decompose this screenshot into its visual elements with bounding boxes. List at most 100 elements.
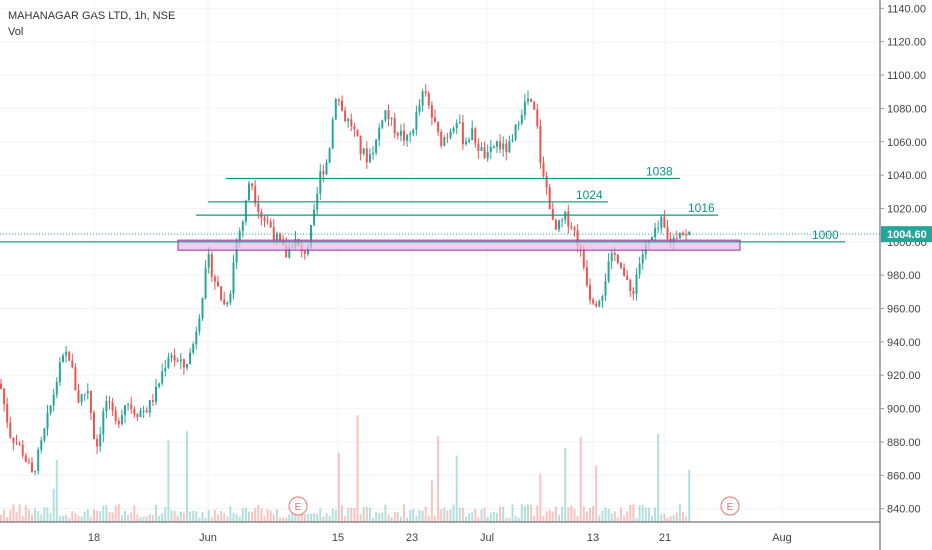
candle-body xyxy=(272,227,275,240)
volume-bar xyxy=(365,506,368,522)
volume-bar xyxy=(378,513,381,522)
candle-body xyxy=(111,402,114,411)
x-axis-ticks[interactable]: 18 Jun 15 23 Jul 13 21 Aug xyxy=(88,532,792,544)
candle-body xyxy=(458,122,461,124)
chart-title: MAHANAGAR GAS LTD, 1h, NSE xyxy=(8,10,176,22)
candle-body xyxy=(322,171,325,175)
volume-bar xyxy=(186,431,188,522)
volume-bar xyxy=(589,508,591,522)
volume-bar xyxy=(266,509,269,522)
volume-bar xyxy=(155,504,157,522)
volume-bar xyxy=(651,516,653,522)
candle-body xyxy=(139,410,142,418)
volume-bar xyxy=(483,507,486,522)
volume-bar xyxy=(554,506,557,522)
candle-body xyxy=(62,355,64,363)
volume-bar xyxy=(313,513,316,522)
candle-body xyxy=(12,437,15,443)
volume-bar xyxy=(254,508,257,522)
candle-body xyxy=(257,203,260,213)
volume-bar xyxy=(434,516,436,522)
volume-bar xyxy=(117,504,120,522)
volume-bar xyxy=(530,504,533,522)
volume-bar xyxy=(551,511,554,522)
volume-bar xyxy=(223,513,226,522)
volume-bar xyxy=(328,515,331,522)
candle-body xyxy=(96,439,99,447)
volume-bar xyxy=(486,517,489,522)
x-tick-label: 21 xyxy=(659,532,671,544)
volume-bar xyxy=(334,509,337,522)
volume-bar xyxy=(446,510,449,522)
candle-body xyxy=(350,119,353,127)
candle-body xyxy=(74,367,77,391)
volume-bar xyxy=(58,516,61,522)
volume-bar xyxy=(282,517,285,522)
candle-body xyxy=(124,405,126,416)
volume-bar xyxy=(545,511,548,522)
candle-body xyxy=(443,137,446,146)
volume-bar xyxy=(46,507,49,522)
candle-body xyxy=(6,404,9,423)
volume-bar xyxy=(564,448,567,522)
earnings-marker xyxy=(288,496,308,516)
volume-bar xyxy=(452,504,455,522)
volume-bar xyxy=(93,509,95,522)
volume-bar xyxy=(272,514,275,522)
candle-body xyxy=(362,148,365,154)
volume-bar xyxy=(641,505,644,522)
volume-bar xyxy=(685,516,688,522)
candle-body xyxy=(130,404,133,409)
volume-bar xyxy=(626,511,629,522)
volume-bar xyxy=(362,506,365,522)
candle-body xyxy=(598,300,601,307)
volume-bar xyxy=(269,510,272,522)
candle-body xyxy=(21,444,24,456)
volume-bar xyxy=(3,509,6,522)
candle-body xyxy=(610,253,613,262)
volume-indicator-label[interactable]: Vol xyxy=(8,26,24,38)
candle-body xyxy=(232,262,235,294)
candle-body xyxy=(266,220,269,222)
candle-body xyxy=(31,462,33,472)
volume-bar xyxy=(89,516,92,522)
volume-bar xyxy=(523,506,526,522)
candle-body xyxy=(396,133,399,136)
y-tick-label: 980.00 xyxy=(887,270,921,282)
candle-body xyxy=(102,411,105,435)
candle-body xyxy=(3,388,6,405)
volume-bar xyxy=(40,514,43,522)
volume-bar xyxy=(0,514,2,522)
candle-body xyxy=(427,93,430,106)
candle-body xyxy=(288,247,291,258)
volume-bar xyxy=(18,504,21,522)
volume-bar xyxy=(682,512,684,522)
candle-body xyxy=(158,383,161,387)
volume-bar xyxy=(620,507,622,522)
candle-body xyxy=(437,121,440,132)
candle-body xyxy=(93,412,95,440)
candle-body xyxy=(474,128,477,144)
candle-body xyxy=(275,233,278,240)
candle-body xyxy=(629,280,632,291)
candle-body xyxy=(660,216,663,229)
candle-body xyxy=(328,148,331,163)
support-zone[interactable] xyxy=(177,239,741,251)
y-tick-label: 880.00 xyxy=(887,437,921,449)
volume-bar xyxy=(359,514,362,522)
price-axis[interactable] xyxy=(880,0,932,550)
candle-body xyxy=(238,231,241,241)
candle-body xyxy=(248,183,250,201)
candle-body xyxy=(65,351,68,356)
volume-bar xyxy=(49,512,52,522)
volume-bar xyxy=(384,504,387,522)
candle-body xyxy=(155,386,157,402)
volume-bar xyxy=(573,508,576,522)
volume-bar xyxy=(217,514,219,522)
candle-body xyxy=(77,390,80,403)
candle-body xyxy=(471,128,474,141)
volume-bar xyxy=(669,516,672,522)
volume-bar xyxy=(182,513,185,522)
volume-bar xyxy=(350,507,353,522)
